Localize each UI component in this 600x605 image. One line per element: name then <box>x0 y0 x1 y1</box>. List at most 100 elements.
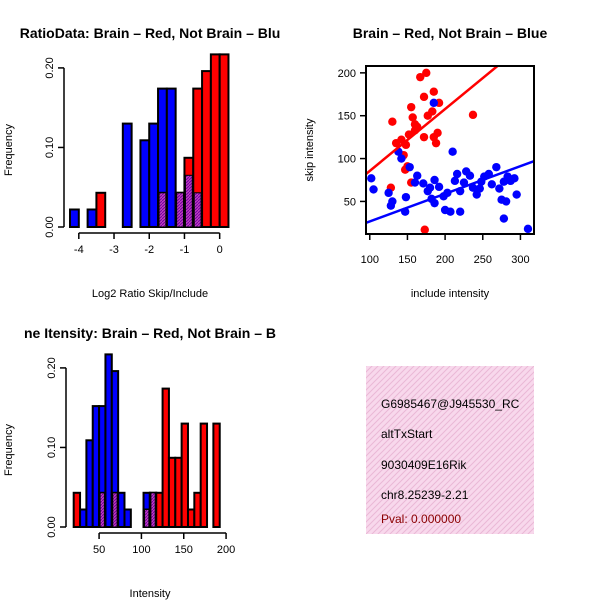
scatter-title: Brain – Red, Not Brain – Blue <box>353 25 548 41</box>
ratio-histogram-bar-red <box>95 191 107 228</box>
scatter-point-red <box>431 138 441 148</box>
ratio-histogram-x-tick-label: -1 <box>180 244 190 256</box>
scatter-point-blue <box>455 207 465 216</box>
info-probe-id: G6985467@J945530_RC <box>381 397 520 411</box>
ratio-histogram-x-tick-label: 0 <box>217 244 223 256</box>
ratio-histogram-bar-blue <box>139 139 151 228</box>
intensity-histogram: ne Itensity: Brain – Red, Not Brain – B … <box>3 325 276 600</box>
scatter-point-blue <box>492 162 501 172</box>
scatter-point-blue <box>419 179 428 188</box>
scatter-point-blue <box>413 171 422 180</box>
scatter-y-tick-label: 200 <box>338 68 356 80</box>
ratio-histogram-bar-overlap <box>176 192 184 228</box>
scatter-x-tick-label: 250 <box>474 254 492 266</box>
ratio-histogram-y-tick-label: 0.10 <box>44 137 56 158</box>
info-location: chr8.25239-2.21 <box>381 488 469 502</box>
intensity-histogram-x-tick-label: 200 <box>217 544 235 556</box>
intensity-scatter: Brain – Red, Not Brain – Blue include in… <box>304 25 547 300</box>
scatter-point-red <box>388 117 397 126</box>
info-event-type: altTxStart <box>381 427 433 441</box>
intensity-histogram-y-tick-label: 0.00 <box>46 516 58 537</box>
ratio-histogram-bar-overlap <box>184 174 193 228</box>
intensity-histogram-title: ne Itensity: Brain – Red, Not Brain – B <box>24 325 276 341</box>
ratio-histogram-title: RatioData: Brain – Red, Not Brain – Blu <box>20 25 281 41</box>
scatter-fit-line-red <box>366 66 500 175</box>
intensity-histogram-ylabel: Frequency <box>3 424 15 476</box>
ratio-histogram-bar-blue <box>69 208 80 228</box>
scatter-point-red <box>419 132 429 142</box>
scatter-point-red <box>429 87 439 96</box>
ratio-histogram-bar-overlap <box>193 192 202 228</box>
intensity-histogram-x-tick-label: 150 <box>175 544 193 556</box>
info-pval: Pval: 0.000000 <box>381 512 461 526</box>
scatter-point-blue <box>386 201 396 210</box>
scatter-x-tick-label: 150 <box>398 254 416 266</box>
intensity-histogram-y-tick-label: 0.10 <box>46 437 58 458</box>
scatter-plot-area <box>366 66 534 234</box>
scatter-point-blue <box>495 184 504 193</box>
scatter-point-red <box>408 113 417 122</box>
scatter-point-blue <box>430 175 439 185</box>
intensity-histogram-y-tick-label: 0.20 <box>46 357 58 378</box>
intensity-histogram-xlabel: Intensity <box>130 588 171 600</box>
intensity-histogram-bar-overlap <box>150 492 156 528</box>
scatter-point-blue <box>369 185 378 194</box>
scatter-point-red <box>423 111 432 120</box>
scatter-point-blue <box>450 176 460 186</box>
scatter-point-blue <box>405 162 414 172</box>
ratio-histogram-bar-blue <box>148 122 160 228</box>
scatter-point-blue <box>501 197 511 206</box>
scatter-point-red <box>422 68 431 78</box>
intensity-histogram-x-tick-label: 50 <box>93 544 105 556</box>
ratio-histogram-bar-blue <box>121 122 133 228</box>
scatter-point-blue <box>465 171 475 180</box>
ratio-histogram-bar-red <box>201 70 212 228</box>
scatter-point-blue <box>487 180 497 189</box>
scatter-point-red <box>433 128 442 138</box>
ratio-histogram-bar-blue <box>86 208 98 228</box>
scatter-point-red <box>416 72 425 82</box>
scatter-point-blue <box>434 182 444 192</box>
scatter-point-blue <box>510 174 519 183</box>
intensity-histogram-bar-overlap <box>144 509 150 528</box>
ratio-histogram-ylabel: Frequency <box>3 124 15 176</box>
ratio-histogram-bar-blue <box>165 87 177 228</box>
intensity-histogram-x-tick-label: 100 <box>132 544 150 556</box>
ratio-histogram-xlabel: Log2 Ratio Skip/Include <box>92 288 208 300</box>
scatter-xlabel: include intensity <box>411 288 490 300</box>
scatter-y-tick-label: 100 <box>338 154 356 166</box>
scatter-point-blue <box>384 188 393 198</box>
scatter-fit-line-blue <box>366 159 534 225</box>
scatter-point-red <box>419 92 429 102</box>
ratio-histogram-y-tick-label: 0.20 <box>44 57 56 78</box>
info-gene-name: 9030409E16Rik <box>381 458 467 472</box>
scatter-point-red <box>468 110 478 120</box>
intensity-histogram-bar-red <box>199 422 209 528</box>
ratio-histogram: RatioData: Brain – Red, Not Brain – Blu … <box>3 25 280 300</box>
scatter-point-blue <box>452 169 462 179</box>
scatter-point-blue <box>459 178 469 187</box>
scatter-point-blue <box>499 214 509 223</box>
scatter-point-blue <box>425 183 435 192</box>
ratio-histogram-x-tick-label: -4 <box>74 244 84 256</box>
ratio-histogram-bar-red <box>218 53 230 228</box>
scatter-point-blue <box>429 98 439 108</box>
ratio-histogram-bar-overlap <box>158 192 167 228</box>
ratio-histogram-y-tick-label: 0.00 <box>44 216 56 237</box>
scatter-y-tick-label: 150 <box>338 111 356 123</box>
scatter-point-blue <box>397 154 406 163</box>
scatter-point-blue <box>475 184 484 193</box>
ratio-histogram-bar-red <box>209 53 221 228</box>
info-panel-background <box>366 366 534 534</box>
info-panel: G6985467@J945530_RC altTxStart 9030409E1… <box>366 366 534 534</box>
ratio-histogram-x-tick-label: -3 <box>109 244 119 256</box>
scatter-point-blue <box>512 190 521 199</box>
scatter-x-tick-label: 300 <box>511 254 529 266</box>
info-panel-clip: G6985467@J945530_RC altTxStart 9030409E1… <box>381 397 520 526</box>
scatter-point-blue <box>367 174 376 183</box>
scatter-point-red <box>407 102 416 112</box>
intensity-histogram-bar-overlap <box>112 492 118 528</box>
scatter-point-blue <box>523 224 533 234</box>
scatter-ylabel: skip intensity <box>304 118 316 181</box>
